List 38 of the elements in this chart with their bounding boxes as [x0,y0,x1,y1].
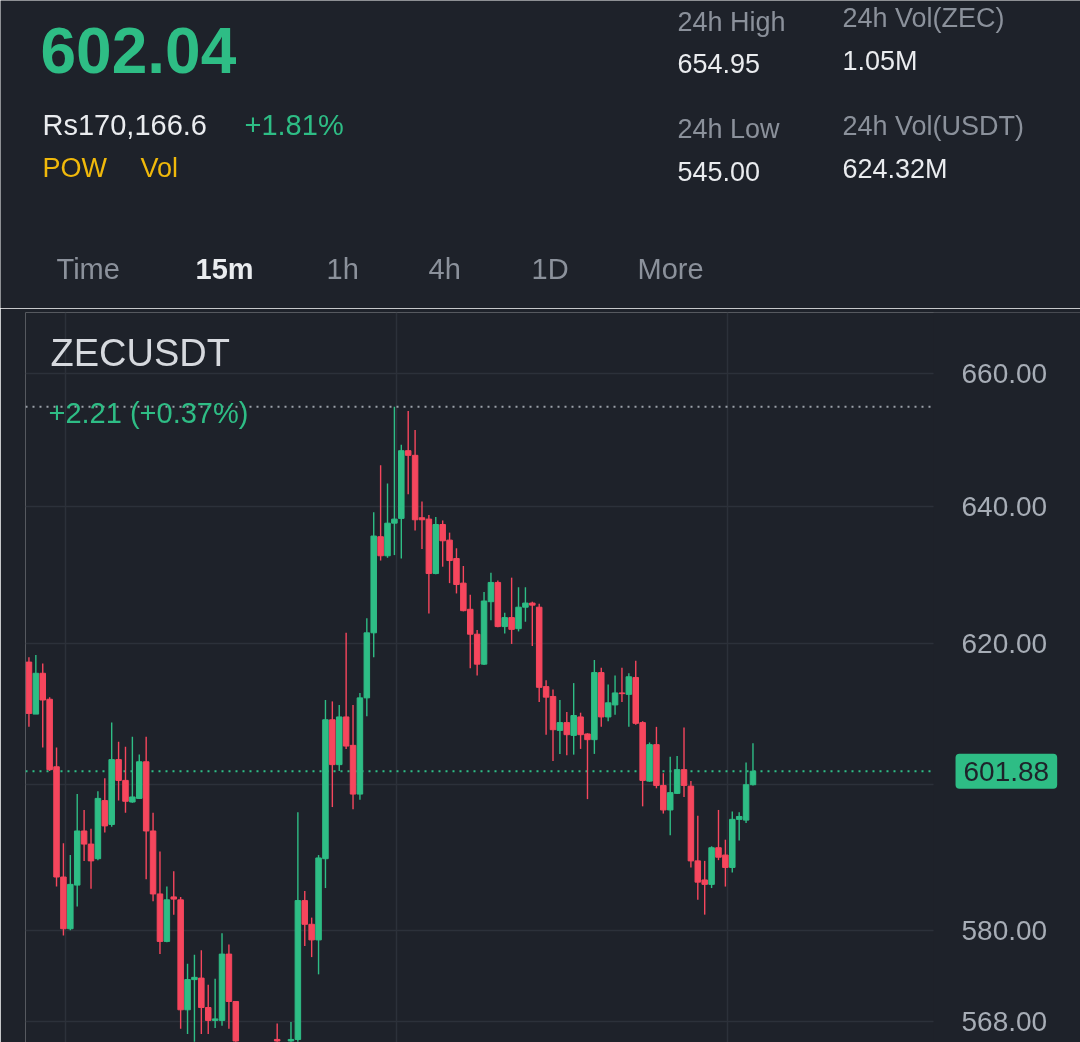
candlestick [680,726,688,798]
text: 15m [195,252,254,285]
y-tick-label: 580.00 [961,915,1048,947]
candlestick [556,699,564,755]
text: 602.04 [40,15,237,87]
candlestick [501,612,508,635]
candlestick [273,1022,281,1042]
text: 24h Low [677,113,781,144]
text: 4h [428,252,461,285]
text: 24h High [677,6,786,37]
text: More [637,252,704,285]
text: 1.05M [842,45,918,76]
text: 624.32M [842,153,948,184]
text: 24h Vol(ZEC) [842,2,1005,33]
text: +1.81% [244,108,344,141]
candlestick [625,672,633,728]
text: 654.95 [677,49,761,79]
candlestick [377,464,384,562]
text: 545.00 [677,157,761,187]
y-tick-label: 660.00 [961,358,1048,390]
text: POW [42,152,108,183]
text: +2.21 (+0.37%) [48,396,249,429]
candlestick [529,601,536,647]
y-tick-label: 640.00 [961,490,1048,522]
text: 1D [531,252,569,285]
ref-line-label: 601.88 [963,755,1050,787]
text: Rs170,166.6 [42,108,207,141]
candlestick [618,666,626,703]
candlestick [563,711,571,757]
candlestick [508,576,515,645]
candlestick [570,682,577,756]
text: 1h [326,252,359,285]
text: ZECUSDT [50,331,230,374]
text: Vol [140,152,179,183]
y-tick-label: 568.00 [961,1005,1048,1037]
text: 24h Vol(USDT) [842,110,1025,141]
text: Time [56,252,120,285]
y-tick-label: 620.00 [961,627,1048,659]
